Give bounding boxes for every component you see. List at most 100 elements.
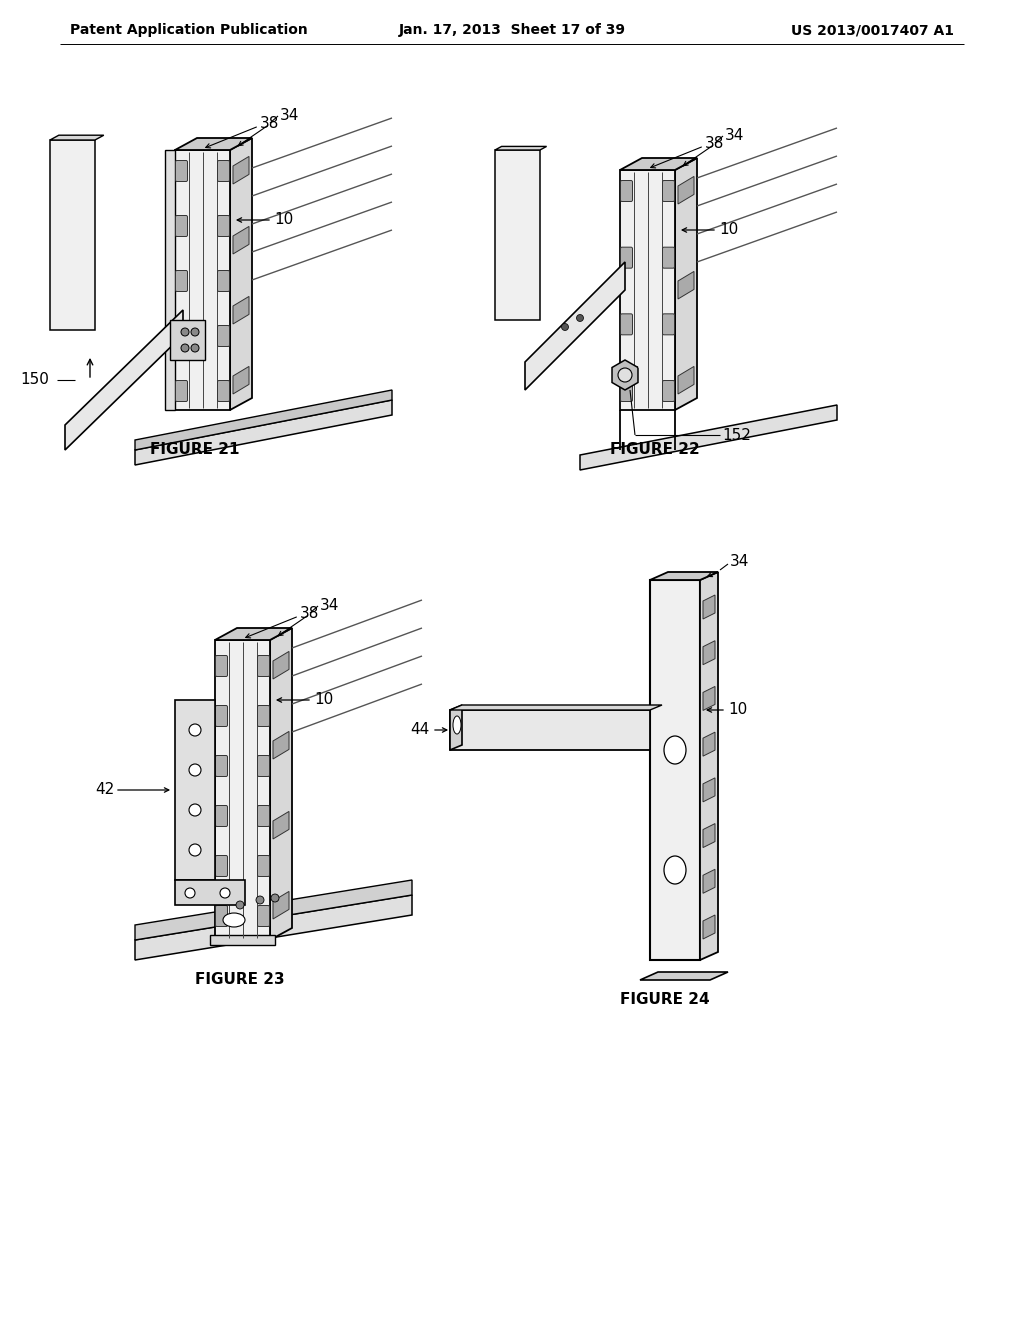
Ellipse shape: [664, 737, 686, 764]
Polygon shape: [135, 895, 412, 960]
Text: 34: 34: [319, 598, 339, 614]
Bar: [215, 640, 270, 940]
FancyBboxPatch shape: [621, 314, 633, 335]
FancyBboxPatch shape: [175, 380, 187, 401]
Bar: [650, 579, 700, 960]
Polygon shape: [210, 935, 275, 945]
FancyBboxPatch shape: [215, 855, 227, 876]
Polygon shape: [675, 158, 697, 411]
FancyBboxPatch shape: [663, 247, 675, 268]
Text: 152: 152: [722, 428, 751, 442]
Circle shape: [256, 896, 264, 904]
Polygon shape: [273, 651, 289, 678]
FancyBboxPatch shape: [217, 271, 229, 292]
Polygon shape: [273, 891, 289, 919]
Polygon shape: [233, 367, 249, 393]
Polygon shape: [678, 272, 694, 300]
Polygon shape: [495, 147, 547, 150]
Polygon shape: [273, 731, 289, 759]
Polygon shape: [215, 628, 292, 640]
Circle shape: [191, 345, 199, 352]
Polygon shape: [50, 135, 103, 140]
Polygon shape: [175, 880, 245, 906]
Polygon shape: [170, 319, 205, 360]
Text: 10: 10: [314, 693, 333, 708]
FancyBboxPatch shape: [217, 215, 229, 236]
Polygon shape: [620, 158, 697, 170]
Polygon shape: [450, 705, 462, 750]
Bar: [175, 150, 230, 411]
Polygon shape: [50, 140, 95, 330]
FancyBboxPatch shape: [257, 906, 269, 927]
Text: 38: 38: [300, 606, 319, 620]
Polygon shape: [273, 812, 289, 840]
Polygon shape: [175, 700, 215, 880]
FancyBboxPatch shape: [257, 855, 269, 876]
Text: 10: 10: [719, 223, 738, 238]
Text: 34: 34: [280, 108, 299, 124]
Text: 42: 42: [95, 783, 115, 797]
Polygon shape: [703, 824, 715, 847]
Circle shape: [220, 888, 230, 898]
Polygon shape: [233, 227, 249, 253]
Circle shape: [189, 723, 201, 737]
Text: 10: 10: [274, 213, 293, 227]
Polygon shape: [165, 150, 175, 411]
FancyBboxPatch shape: [621, 181, 633, 202]
Polygon shape: [678, 177, 694, 205]
FancyBboxPatch shape: [175, 215, 187, 236]
Polygon shape: [65, 310, 183, 450]
Text: 34: 34: [725, 128, 744, 144]
Ellipse shape: [453, 715, 461, 734]
FancyBboxPatch shape: [217, 326, 229, 346]
Polygon shape: [175, 139, 252, 150]
Polygon shape: [233, 297, 249, 323]
Text: Patent Application Publication: Patent Application Publication: [70, 22, 308, 37]
Circle shape: [561, 323, 568, 330]
Polygon shape: [495, 150, 540, 319]
Circle shape: [618, 368, 632, 381]
Circle shape: [191, 327, 199, 337]
Polygon shape: [135, 400, 392, 465]
FancyBboxPatch shape: [217, 161, 229, 181]
FancyBboxPatch shape: [175, 271, 187, 292]
Polygon shape: [450, 705, 662, 710]
FancyBboxPatch shape: [257, 705, 269, 726]
Text: 38: 38: [705, 136, 724, 150]
Polygon shape: [135, 389, 392, 450]
Text: FIGURE 22: FIGURE 22: [610, 442, 699, 458]
Text: FIGURE 24: FIGURE 24: [621, 993, 710, 1007]
FancyBboxPatch shape: [663, 181, 675, 202]
FancyBboxPatch shape: [663, 314, 675, 335]
FancyBboxPatch shape: [663, 380, 675, 401]
FancyBboxPatch shape: [215, 755, 227, 776]
Text: FIGURE 23: FIGURE 23: [196, 973, 285, 987]
Polygon shape: [703, 870, 715, 894]
Circle shape: [189, 804, 201, 816]
Polygon shape: [650, 572, 718, 579]
Circle shape: [189, 764, 201, 776]
Polygon shape: [640, 972, 728, 979]
FancyBboxPatch shape: [621, 380, 633, 401]
Text: Jan. 17, 2013  Sheet 17 of 39: Jan. 17, 2013 Sheet 17 of 39: [398, 22, 626, 37]
FancyBboxPatch shape: [621, 247, 633, 268]
Bar: [620, 170, 675, 411]
Circle shape: [185, 888, 195, 898]
FancyBboxPatch shape: [215, 906, 227, 927]
Ellipse shape: [223, 913, 245, 927]
Polygon shape: [678, 367, 694, 393]
Text: US 2013/0017407 A1: US 2013/0017407 A1: [791, 22, 954, 37]
Polygon shape: [700, 572, 718, 960]
Polygon shape: [703, 595, 715, 619]
Polygon shape: [270, 628, 292, 940]
FancyBboxPatch shape: [217, 380, 229, 401]
Polygon shape: [230, 139, 252, 411]
Polygon shape: [525, 261, 625, 389]
FancyBboxPatch shape: [215, 805, 227, 826]
Polygon shape: [612, 360, 638, 389]
FancyBboxPatch shape: [215, 656, 227, 676]
Circle shape: [577, 314, 584, 322]
Polygon shape: [703, 733, 715, 756]
Circle shape: [181, 327, 189, 337]
FancyBboxPatch shape: [257, 656, 269, 676]
